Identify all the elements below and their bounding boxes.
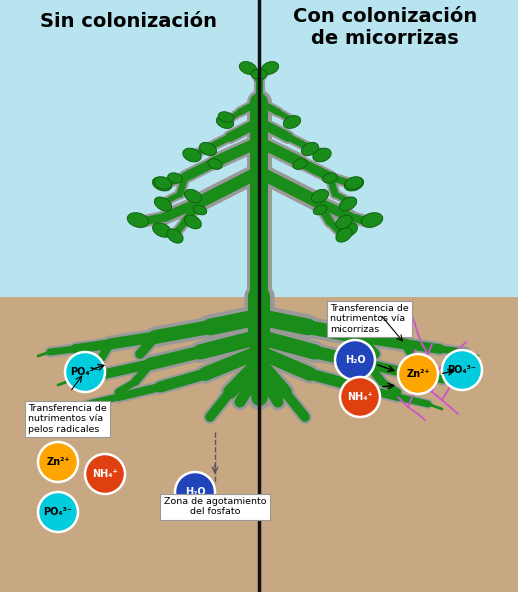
- Ellipse shape: [339, 223, 357, 237]
- Ellipse shape: [154, 197, 172, 211]
- Circle shape: [175, 472, 215, 512]
- Text: NH₄⁺: NH₄⁺: [92, 469, 118, 479]
- Circle shape: [85, 454, 125, 494]
- Text: PO₄³⁻: PO₄³⁻: [448, 365, 477, 375]
- Text: Con colonización
de micorrizas: Con colonización de micorrizas: [293, 7, 477, 48]
- Text: Zona de agotamiento
del fosfato: Zona de agotamiento del fosfato: [164, 497, 266, 516]
- Text: Sin colonización: Sin colonización: [39, 12, 217, 31]
- Circle shape: [335, 340, 375, 380]
- Ellipse shape: [184, 189, 202, 202]
- Ellipse shape: [339, 197, 357, 211]
- Circle shape: [340, 377, 380, 417]
- Ellipse shape: [313, 148, 331, 162]
- Ellipse shape: [293, 159, 307, 169]
- Text: H₂O: H₂O: [185, 487, 205, 497]
- Ellipse shape: [127, 213, 149, 227]
- Ellipse shape: [217, 115, 234, 128]
- Ellipse shape: [154, 177, 172, 189]
- Ellipse shape: [199, 142, 217, 156]
- Text: PO₄³⁻: PO₄³⁻: [44, 507, 73, 517]
- Text: PO₄³⁻: PO₄³⁻: [70, 367, 99, 377]
- Ellipse shape: [361, 213, 383, 227]
- Ellipse shape: [261, 62, 279, 75]
- Ellipse shape: [336, 215, 352, 229]
- Circle shape: [38, 442, 78, 482]
- Ellipse shape: [183, 148, 201, 162]
- Ellipse shape: [184, 215, 202, 229]
- Text: H₂O: H₂O: [344, 355, 365, 365]
- Text: Transferencia de
nutrimentos vía
pelos radicales: Transferencia de nutrimentos vía pelos r…: [28, 404, 107, 434]
- Ellipse shape: [193, 205, 207, 215]
- Ellipse shape: [218, 112, 234, 123]
- Ellipse shape: [311, 189, 328, 202]
- Text: Zn²⁺: Zn²⁺: [406, 369, 430, 379]
- Ellipse shape: [251, 69, 267, 79]
- Ellipse shape: [152, 177, 171, 191]
- Ellipse shape: [239, 62, 257, 75]
- Ellipse shape: [208, 159, 222, 169]
- Ellipse shape: [168, 173, 182, 183]
- Ellipse shape: [313, 205, 327, 215]
- Ellipse shape: [323, 173, 337, 183]
- Ellipse shape: [167, 229, 183, 243]
- Circle shape: [442, 350, 482, 390]
- Ellipse shape: [283, 115, 301, 128]
- Ellipse shape: [344, 177, 364, 191]
- Circle shape: [398, 354, 438, 394]
- Polygon shape: [0, 297, 518, 592]
- Ellipse shape: [152, 223, 171, 237]
- Circle shape: [65, 352, 105, 392]
- Circle shape: [38, 492, 78, 532]
- Text: Zn²⁺: Zn²⁺: [46, 457, 70, 467]
- Ellipse shape: [345, 177, 363, 189]
- Text: NH₄⁺: NH₄⁺: [347, 392, 373, 402]
- Ellipse shape: [301, 142, 319, 156]
- Ellipse shape: [336, 228, 352, 242]
- Text: Transferencia de
nutrimentos vía
micorrizas: Transferencia de nutrimentos vía micorri…: [330, 304, 409, 334]
